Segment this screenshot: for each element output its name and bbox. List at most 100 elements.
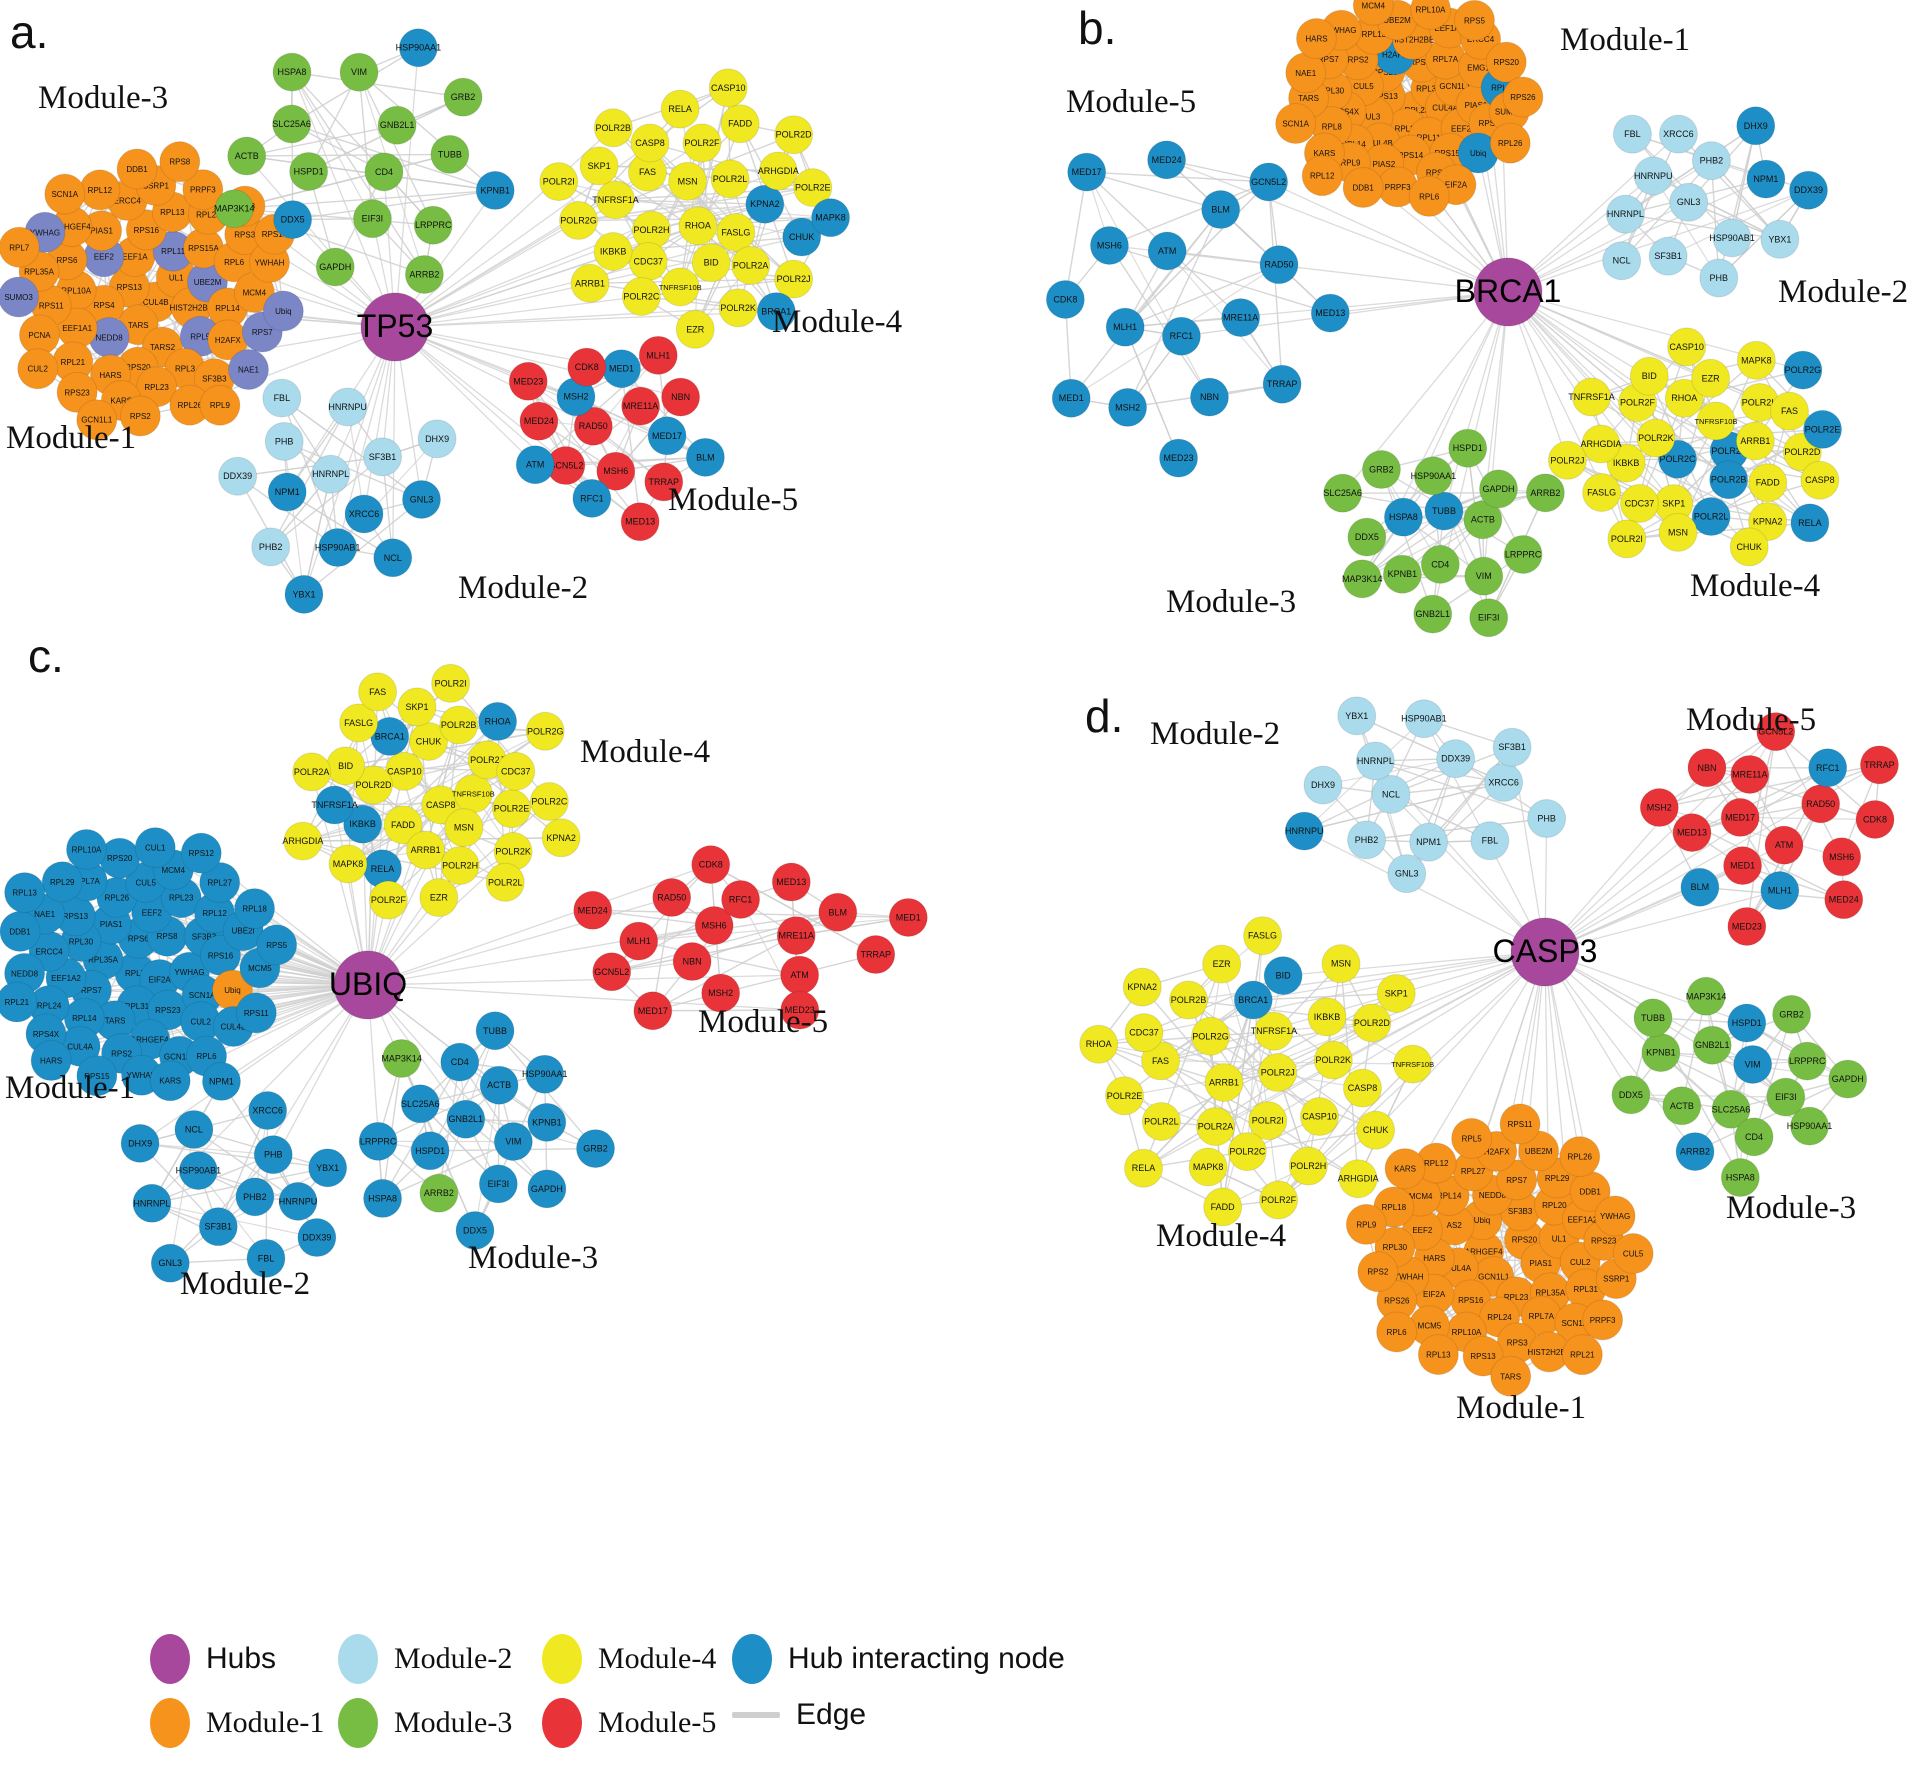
node-RELA[interactable]: RELA [1790,503,1830,543]
module-node-circle[interactable] [41,861,83,903]
node-NBN[interactable]: NBN [661,377,701,417]
node-RPS26[interactable]: RPS26 [1502,76,1544,118]
node-POLR2K[interactable]: POLR2K [1313,1040,1353,1080]
node-BID[interactable]: BID [1629,356,1669,396]
node-SKP1[interactable]: SKP1 [1376,973,1416,1013]
module-node-circle[interactable] [382,1038,422,1078]
node-POLR2K[interactable]: POLR2K [718,288,758,328]
node-POLR2A[interactable]: POLR2A [731,245,771,285]
node-CDC37[interactable]: CDC37 [496,751,536,791]
hub-interacting-node-circle[interactable] [267,472,307,512]
node-MLH1[interactable]: MLH1 [1105,307,1145,347]
node-CASP10[interactable]: CASP10 [708,68,748,108]
node-CDC37[interactable]: CDC37 [628,242,668,282]
module-node-circle[interactable] [453,774,493,814]
module-node-circle[interactable] [235,1177,275,1217]
module-node-circle[interactable] [1696,401,1736,441]
node-GNB2L1[interactable]: GNB2L1 [446,1099,486,1139]
node-GNB2L1[interactable]: GNB2L1 [1692,1025,1732,1065]
node-MED13[interactable]: MED13 [620,502,660,542]
node-GCN5L2[interactable]: GCN5L2 [592,952,632,992]
node-NPM1[interactable]: NPM1 [267,472,307,512]
node-FAS[interactable]: FAS [1769,391,1809,431]
hub-interacting-node-circle[interactable] [1727,1003,1767,1043]
module-node-circle[interactable] [368,880,408,920]
node-MSN[interactable]: MSN [1658,512,1698,552]
node-ACTB[interactable]: ACTB [1662,1086,1702,1126]
hub-interacting-node-circle[interactable] [478,701,518,741]
node-POLR2E[interactable]: POLR2E [1803,409,1843,449]
module-node-circle[interactable] [1527,799,1567,839]
node-GAPDH[interactable]: GAPDH [1479,469,1519,509]
module-node-circle[interactable] [691,845,731,885]
node-LRPPRC[interactable]: LRPPRC [1503,534,1543,574]
node-POLR2C[interactable]: POLR2C [529,782,569,822]
hub-interacting-node-circle[interactable] [782,217,822,257]
node-NCL[interactable]: NCL [373,538,413,578]
module-node-circle[interactable] [573,890,613,930]
node-MSN[interactable]: MSN [444,808,484,848]
module-node-circle[interactable] [262,290,304,332]
node-MED24[interactable]: MED24 [573,890,613,930]
module-node-circle[interactable] [383,805,423,845]
node-PHB[interactable]: PHB [253,1135,293,1175]
module-node-circle[interactable] [292,752,332,792]
module-node-circle[interactable] [1338,1159,1378,1199]
node-MSH2[interactable]: MSH2 [1108,387,1148,427]
node-POLR2B[interactable]: POLR2B [1169,980,1209,1020]
node-SF3B1[interactable]: SF3B1 [198,1207,238,1247]
module-node-circle[interactable] [159,141,201,183]
node-POLR2L[interactable]: POLR2L [1141,1102,1181,1142]
node-IKBKB[interactable]: IKBKB [593,232,633,272]
node-SF3B1[interactable]: SF3B1 [363,437,403,477]
module-node-circle[interactable] [1248,1101,1288,1141]
module-node-circle[interactable] [44,173,86,215]
module-node-circle[interactable] [119,395,161,437]
module-node-circle[interactable] [1469,598,1509,638]
module-node-circle[interactable] [573,406,613,446]
node-MED17[interactable]: MED17 [1720,797,1760,837]
module-node-circle[interactable] [1691,358,1731,398]
node-HNRNPU[interactable]: HNRNPU [278,1181,318,1221]
module-node-circle[interactable] [446,1099,486,1139]
module-node-circle[interactable] [1141,1102,1181,1142]
node-EZR[interactable]: EZR [1691,358,1731,398]
node-RPL5[interactable]: RPL5 [1451,1117,1493,1159]
node-RPS2[interactable]: RPS2 [1357,1251,1399,1293]
module-node-circle[interactable] [1736,340,1776,380]
module-node-circle[interactable] [485,862,525,902]
module-node-circle[interactable] [1413,456,1453,496]
module-node-circle[interactable] [1824,880,1864,920]
hub-interacting-node-circle[interactable] [515,445,555,485]
node-CHUK[interactable]: CHUK [1729,527,1769,567]
node-POLR2I[interactable]: POLR2I [1607,519,1647,559]
node-RPL9[interactable]: RPL9 [199,384,241,426]
hub-interacting-node-circle[interactable] [315,785,355,825]
node-SCN1A[interactable]: SCN1A [1275,103,1317,145]
hub-interacting-node-circle[interactable] [373,538,413,578]
module-node-circle[interactable] [774,259,814,299]
node-RPL21[interactable]: RPL21 [1561,1334,1603,1376]
module-node-circle[interactable] [1619,483,1659,523]
hub-interacting-node-circle[interactable] [475,170,515,210]
node-DHX9[interactable]: DHX9 [1736,106,1776,146]
module-node-circle[interactable] [668,161,708,201]
module-node-circle[interactable] [1464,556,1504,596]
module-node-circle[interactable] [352,199,392,239]
hub-interacting-node-circle[interactable] [1783,350,1823,390]
module-node-circle[interactable] [1352,1003,1392,1043]
module-node-circle[interactable] [508,361,548,401]
hub-interacting-node-circle[interactable] [1383,497,1423,537]
node-POLR2B[interactable]: POLR2B [593,108,633,148]
module-node-circle[interactable] [660,267,700,307]
node-NPM1[interactable]: NPM1 [1746,159,1786,199]
module-node-circle[interactable] [1436,739,1476,779]
node-KPNB1[interactable]: KPNB1 [1641,1033,1681,1073]
hub-interacting-node-circle[interactable] [1680,867,1720,907]
node-SUMO3[interactable]: SUMO3 [0,276,40,318]
node-TRRAP[interactable]: TRRAP [1859,745,1899,785]
module-node-circle[interactable] [1393,1044,1433,1084]
module-node-circle[interactable] [404,254,444,294]
module-node-circle[interactable] [1485,41,1527,83]
module-node-circle[interactable] [326,746,366,786]
